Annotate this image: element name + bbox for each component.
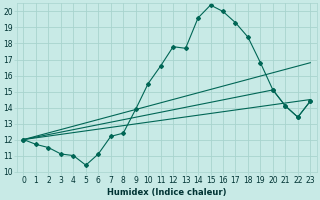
- X-axis label: Humidex (Indice chaleur): Humidex (Indice chaleur): [107, 188, 227, 197]
